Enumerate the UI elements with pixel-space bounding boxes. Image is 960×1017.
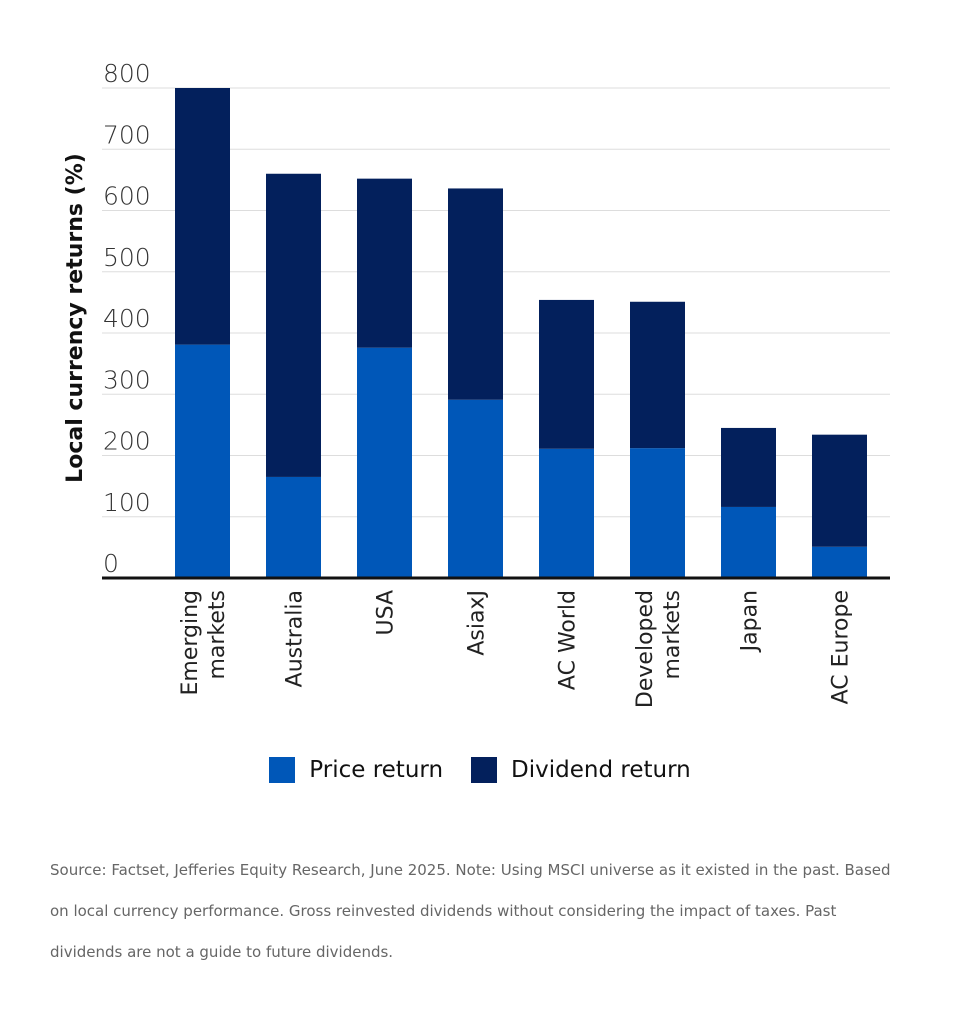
y-tick-label: 800	[103, 59, 151, 88]
source-note: Source: Factset, Jefferies Equity Resear…	[50, 861, 891, 961]
bar-segment-dividend-return	[357, 178, 412, 348]
bars	[175, 88, 867, 578]
bar-segment-dividend-return	[812, 434, 867, 547]
legend-item-dividend-return: Dividend return	[471, 757, 691, 783]
y-tick-label: 500	[103, 243, 151, 272]
y-tick-label: 200	[103, 427, 151, 456]
bar-segment-price-return	[175, 344, 230, 578]
x-tick-label: Japan	[738, 590, 763, 653]
y-axis-ticks: 0 100 200 300 400 500 600 700 800	[103, 59, 151, 578]
x-tick-label: AC World	[556, 590, 581, 690]
x-tick-label: Emerging markets	[178, 590, 230, 696]
legend-item-price-return: Price return	[269, 757, 443, 783]
x-tick-label: Developed markets	[633, 590, 685, 708]
y-tick-label: 700	[103, 120, 151, 149]
x-tick-label-line: USA	[374, 590, 399, 636]
bar-segment-dividend-return	[630, 301, 685, 449]
x-tick-label-line: Japan	[738, 590, 763, 653]
bar-segment-price-return	[812, 546, 867, 578]
x-tick-label: AC Europe	[829, 590, 854, 704]
x-tick-label-line: AsiaxJ	[465, 590, 490, 656]
bar-segment-dividend-return	[448, 188, 503, 400]
x-axis-labels: Emerging markets Australia USA AsiaxJ AC Worl…	[178, 590, 854, 708]
x-tick-label: Australia	[283, 590, 308, 687]
y-tick-label: 100	[103, 488, 151, 517]
legend: Price return Dividend return	[0, 757, 960, 783]
bar-segment-dividend-return	[539, 299, 594, 449]
legend-label: Dividend return	[511, 757, 691, 783]
legend-swatch-dividend-return	[471, 757, 498, 783]
bar-segment-price-return	[266, 476, 321, 578]
bar-segment-dividend-return	[721, 427, 776, 507]
y-tick-label: 300	[103, 365, 151, 394]
x-tick-label-line: Emerging	[178, 590, 203, 696]
bar-segment-price-return	[357, 347, 412, 578]
x-tick-label-line: markets	[205, 590, 230, 680]
x-tick-label: USA	[374, 590, 399, 636]
bar-segment-price-return	[448, 399, 503, 578]
bar-segment-price-return	[630, 448, 685, 578]
x-tick-label: AsiaxJ	[465, 590, 490, 656]
x-tick-label-line: AC World	[556, 590, 581, 690]
bar-segment-price-return	[539, 448, 594, 578]
y-tick-label: 400	[103, 304, 151, 333]
y-tick-label: 600	[103, 182, 151, 211]
bar-segment-dividend-return	[175, 88, 230, 345]
bar-segment-price-return	[721, 506, 776, 578]
legend-swatch-price-return	[269, 757, 296, 783]
x-tick-label-line: markets	[660, 590, 685, 680]
x-tick-label-line: AC Europe	[829, 590, 854, 704]
bar-segment-dividend-return	[266, 173, 321, 477]
y-axis-title: Local currency returns (%)	[63, 153, 88, 483]
x-tick-label-line: Developed	[633, 590, 658, 708]
y-tick-label: 0	[103, 549, 119, 578]
x-tick-label-line: Australia	[283, 590, 308, 687]
legend-label: Price return	[309, 757, 444, 783]
